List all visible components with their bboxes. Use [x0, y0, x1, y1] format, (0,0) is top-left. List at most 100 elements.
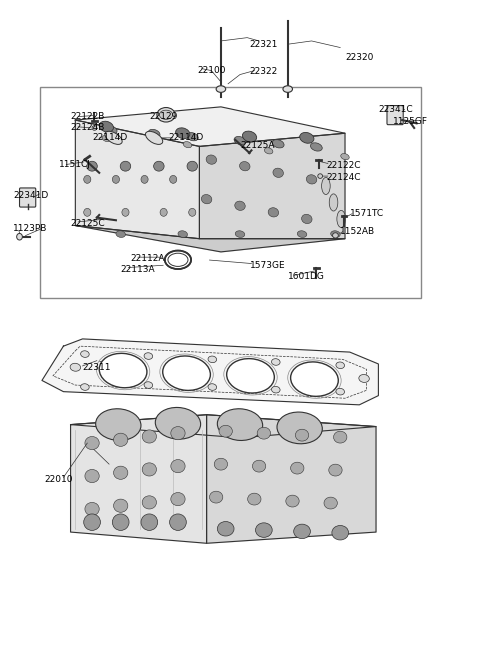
Ellipse shape	[297, 231, 307, 238]
Ellipse shape	[301, 214, 312, 224]
Ellipse shape	[290, 362, 338, 397]
Polygon shape	[75, 107, 345, 146]
Ellipse shape	[318, 174, 323, 178]
Ellipse shape	[189, 209, 196, 216]
Ellipse shape	[171, 426, 185, 440]
Ellipse shape	[290, 462, 304, 474]
Ellipse shape	[324, 497, 337, 509]
Ellipse shape	[105, 131, 122, 144]
Text: 22113A: 22113A	[120, 265, 156, 273]
Ellipse shape	[268, 208, 279, 217]
Ellipse shape	[70, 363, 81, 371]
Ellipse shape	[112, 175, 120, 183]
Text: 22125C: 22125C	[71, 219, 105, 228]
Ellipse shape	[160, 209, 167, 216]
Ellipse shape	[336, 389, 345, 395]
Ellipse shape	[85, 502, 99, 516]
Text: 1152AB: 1152AB	[340, 227, 375, 236]
Text: 1573GE: 1573GE	[250, 261, 285, 269]
Ellipse shape	[264, 148, 273, 154]
Ellipse shape	[240, 162, 250, 171]
Ellipse shape	[81, 351, 89, 357]
Ellipse shape	[87, 162, 97, 171]
Text: 1123PB: 1123PB	[13, 224, 48, 233]
Ellipse shape	[201, 195, 212, 204]
Ellipse shape	[171, 493, 185, 506]
Ellipse shape	[272, 359, 280, 365]
Ellipse shape	[142, 430, 156, 443]
Ellipse shape	[322, 177, 330, 195]
Ellipse shape	[341, 154, 349, 160]
Ellipse shape	[120, 162, 131, 171]
Text: 22114D: 22114D	[92, 133, 127, 142]
Ellipse shape	[114, 466, 128, 479]
Ellipse shape	[148, 129, 160, 138]
Ellipse shape	[277, 412, 322, 444]
Ellipse shape	[209, 491, 223, 503]
Ellipse shape	[99, 121, 113, 132]
Ellipse shape	[216, 86, 226, 93]
Ellipse shape	[208, 384, 216, 391]
Text: 22321: 22321	[250, 40, 278, 49]
Ellipse shape	[359, 375, 369, 383]
Polygon shape	[42, 339, 378, 405]
Text: 1151CJ: 1151CJ	[59, 160, 91, 169]
Text: 1601DG: 1601DG	[288, 273, 324, 281]
Ellipse shape	[178, 231, 188, 238]
FancyBboxPatch shape	[387, 105, 403, 124]
Text: 22122C: 22122C	[326, 161, 360, 170]
Ellipse shape	[332, 526, 348, 540]
Text: 22129: 22129	[149, 112, 178, 120]
Text: 22322: 22322	[250, 68, 278, 76]
Text: 22124C: 22124C	[326, 173, 360, 182]
Ellipse shape	[17, 234, 23, 240]
Ellipse shape	[337, 211, 346, 228]
Ellipse shape	[112, 514, 129, 530]
Ellipse shape	[142, 463, 156, 476]
Ellipse shape	[273, 168, 283, 177]
Ellipse shape	[306, 175, 317, 184]
Ellipse shape	[272, 140, 284, 148]
Ellipse shape	[159, 110, 173, 119]
Polygon shape	[206, 414, 376, 544]
Text: 1125GF: 1125GF	[393, 117, 428, 126]
Ellipse shape	[163, 356, 210, 391]
Ellipse shape	[102, 136, 110, 142]
Ellipse shape	[81, 384, 89, 391]
Ellipse shape	[122, 209, 129, 216]
Ellipse shape	[116, 231, 125, 238]
Text: 22125A: 22125A	[240, 140, 275, 150]
Ellipse shape	[217, 408, 263, 440]
Ellipse shape	[99, 354, 147, 388]
Ellipse shape	[333, 233, 338, 238]
Ellipse shape	[85, 469, 99, 483]
Text: 22112A: 22112A	[130, 254, 165, 263]
Ellipse shape	[295, 429, 309, 441]
Ellipse shape	[257, 427, 271, 439]
Text: 22341D: 22341D	[13, 191, 48, 200]
Ellipse shape	[208, 356, 216, 363]
Ellipse shape	[186, 132, 198, 141]
Polygon shape	[75, 226, 345, 252]
Ellipse shape	[329, 464, 342, 476]
Ellipse shape	[336, 362, 345, 369]
Ellipse shape	[156, 407, 201, 439]
Ellipse shape	[157, 107, 175, 122]
Ellipse shape	[300, 132, 314, 143]
Ellipse shape	[85, 436, 99, 449]
Ellipse shape	[144, 353, 153, 359]
Text: 22010: 22010	[44, 475, 73, 484]
Ellipse shape	[176, 128, 190, 138]
Ellipse shape	[114, 499, 128, 512]
Ellipse shape	[217, 522, 234, 536]
Ellipse shape	[141, 175, 148, 183]
Ellipse shape	[144, 382, 153, 389]
Ellipse shape	[187, 162, 198, 171]
Ellipse shape	[234, 136, 246, 145]
Ellipse shape	[171, 459, 185, 473]
Text: 22320: 22320	[345, 53, 373, 62]
Ellipse shape	[283, 86, 292, 93]
Ellipse shape	[227, 359, 275, 393]
Polygon shape	[199, 133, 345, 239]
Ellipse shape	[214, 458, 228, 470]
